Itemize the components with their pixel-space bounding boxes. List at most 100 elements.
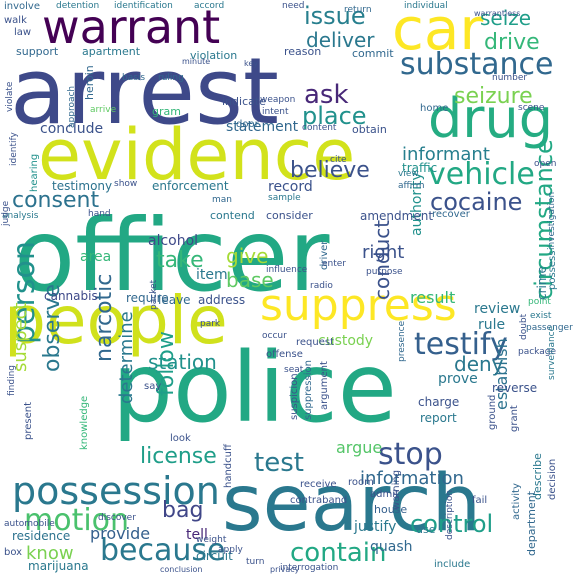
word: stop	[378, 437, 443, 472]
word: key	[244, 59, 259, 68]
word: door	[236, 119, 259, 130]
word: review	[474, 301, 521, 317]
word: sample	[268, 193, 301, 203]
word: department	[525, 490, 538, 556]
word: present	[23, 401, 34, 440]
word: take	[156, 248, 204, 273]
word: purpose	[366, 267, 403, 277]
word: turn	[246, 557, 265, 567]
word: possession	[12, 469, 220, 513]
word: use	[416, 523, 436, 536]
word: hand	[88, 209, 111, 219]
word: evidence	[38, 114, 356, 196]
word: place	[302, 102, 367, 130]
word: description	[445, 489, 455, 540]
word: circuit	[196, 549, 233, 563]
word: charge	[418, 395, 460, 409]
word: weapon	[260, 95, 296, 105]
word: warrant	[42, 0, 221, 54]
word: intent	[262, 107, 289, 117]
word: individual	[404, 1, 448, 11]
word: scene	[518, 103, 545, 113]
word: open	[534, 159, 557, 169]
word: police	[112, 332, 397, 444]
word: cocaine	[430, 188, 523, 216]
word: cite	[330, 155, 347, 165]
word: know	[26, 543, 74, 564]
word: request	[296, 337, 335, 348]
word: give	[226, 244, 269, 268]
word: decision	[547, 458, 558, 500]
word: contend	[210, 209, 255, 222]
word: apply	[218, 545, 243, 555]
word: include	[434, 559, 471, 570]
word: room	[348, 477, 374, 488]
word: station	[148, 350, 217, 374]
word: result	[410, 288, 456, 307]
word: radio	[310, 281, 333, 291]
word: number	[492, 73, 528, 83]
word: warning	[391, 469, 402, 510]
word: walk	[4, 15, 27, 26]
word: approach	[67, 85, 77, 128]
word: suspicion	[289, 373, 300, 420]
word: hearing	[29, 153, 40, 192]
word: testimony	[52, 179, 113, 193]
word: substance	[400, 47, 554, 82]
word: offense	[266, 349, 303, 360]
word: reverse	[492, 381, 538, 395]
word: marijuana	[28, 559, 89, 573]
word: fail	[472, 495, 488, 506]
word: investigation	[547, 191, 557, 250]
word: discover	[98, 513, 136, 523]
word: argue	[336, 438, 383, 457]
word: right	[362, 242, 405, 263]
word: law	[14, 27, 32, 38]
word: house	[374, 503, 408, 516]
word: record	[268, 179, 313, 195]
word: search	[222, 459, 482, 549]
word: amendment	[360, 209, 434, 223]
word: minute	[182, 57, 211, 66]
word: enter	[322, 259, 347, 269]
word: passenger	[526, 323, 573, 333]
word: packet	[149, 279, 159, 310]
word: violation	[190, 49, 238, 62]
word: ask	[304, 80, 349, 110]
word: base	[226, 268, 274, 292]
word: issue	[304, 2, 366, 30]
word: rule	[478, 317, 506, 333]
word: report	[420, 411, 457, 425]
word: quash	[370, 539, 413, 555]
word: bag	[162, 498, 204, 523]
word: influence	[266, 265, 308, 275]
word: handcuff	[223, 444, 234, 488]
word: interrogation	[280, 563, 339, 573]
word: accord	[194, 1, 225, 11]
word: content	[302, 123, 337, 133]
word: require	[126, 291, 169, 305]
word: enforcement	[152, 179, 229, 193]
word: justify	[354, 519, 397, 535]
word: package	[518, 347, 556, 357]
word: gram	[152, 105, 181, 118]
word: finding	[7, 364, 17, 396]
word: leave	[158, 293, 191, 307]
word: warrantless	[474, 9, 521, 18]
word: exist	[530, 311, 552, 321]
word: motion	[24, 503, 130, 538]
word: arrest	[10, 38, 279, 145]
word: seizure	[454, 84, 533, 109]
word: violate	[5, 81, 15, 112]
word: license	[140, 444, 217, 469]
word: say	[144, 381, 162, 392]
word: test	[254, 448, 304, 478]
word: receive	[300, 479, 337, 490]
word: show	[114, 179, 138, 189]
word: home	[420, 103, 449, 114]
word: deliver	[306, 28, 375, 52]
word: grant	[509, 405, 520, 432]
word: possess	[547, 250, 558, 290]
word: narcotic	[92, 273, 117, 362]
